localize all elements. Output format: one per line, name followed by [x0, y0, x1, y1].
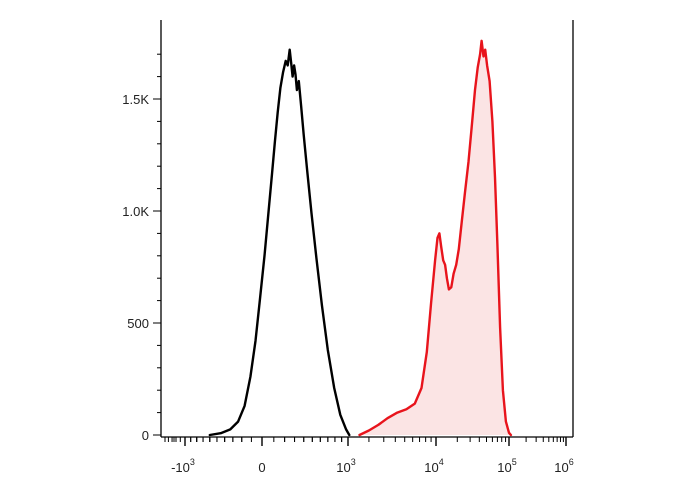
series-1-line — [358, 39, 513, 437]
x-tick-label: -103 — [171, 457, 195, 475]
tick-label-layer: 0 500 1.0K 1.5K -103 0 103 104 105 106 — [122, 92, 573, 475]
x-tick-label: 104 — [424, 457, 443, 475]
y-tick-label: 0 — [142, 428, 149, 443]
series-layer — [208, 39, 513, 437]
y-tick-label: 1.0K — [122, 204, 149, 219]
series-1-fill — [359, 40, 511, 436]
x-tick-label: 105 — [497, 457, 516, 475]
x-tick-label: 103 — [336, 457, 355, 475]
axis-layer — [153, 20, 574, 446]
y-tick-label: 1.5K — [122, 92, 149, 107]
x-tick-label: 0 — [258, 460, 265, 475]
x-tick-label: 106 — [554, 457, 573, 475]
series-0-line — [208, 48, 351, 437]
y-tick-label: 500 — [127, 316, 149, 331]
